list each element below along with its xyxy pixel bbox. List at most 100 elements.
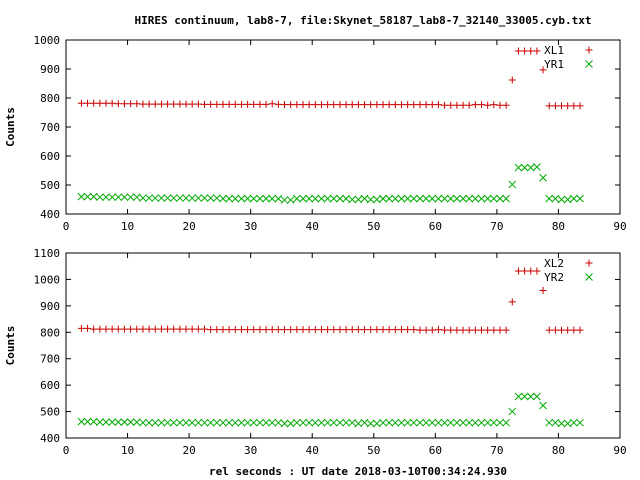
- data-point: [428, 418, 437, 427]
- data-point: [170, 325, 178, 333]
- data-point: [249, 418, 258, 427]
- y-axis-label: Counts: [4, 326, 17, 366]
- data-point: [139, 418, 147, 427]
- data-point: [225, 194, 233, 203]
- x-tick-label: 50: [367, 220, 380, 233]
- data-point: [558, 102, 566, 110]
- data-point: [231, 100, 239, 108]
- data-point: [416, 194, 424, 203]
- data-point: [404, 326, 412, 334]
- data-point: [385, 101, 393, 109]
- data-point: [514, 163, 523, 172]
- data-point: [342, 101, 350, 109]
- data-point: [200, 194, 209, 202]
- data-point: [453, 194, 461, 203]
- data-point: [194, 100, 202, 108]
- data-point: [268, 418, 277, 427]
- data-point: [416, 326, 424, 334]
- data-point: [459, 194, 467, 203]
- data-point: [465, 326, 473, 334]
- x-tick-label: 0: [63, 444, 70, 457]
- data-point: [453, 101, 461, 109]
- data-point: [545, 102, 553, 110]
- data-point: [114, 325, 122, 333]
- data-point: [237, 326, 245, 334]
- data-point: [409, 194, 418, 203]
- data-point: [342, 418, 350, 427]
- x-tick-label: 90: [613, 444, 626, 457]
- data-point: [527, 47, 535, 55]
- data-point: [120, 193, 129, 202]
- data-point: [360, 194, 369, 203]
- data-point: [219, 100, 227, 108]
- data-point: [243, 194, 252, 203]
- data-point: [287, 101, 295, 109]
- data-point: [489, 418, 498, 427]
- data-point: [120, 418, 129, 426]
- x-tick-label: 40: [306, 444, 319, 457]
- data-point: [342, 326, 350, 334]
- data-point: [336, 194, 344, 203]
- data-point: [324, 101, 332, 109]
- data-point: [132, 193, 141, 202]
- data-point: [471, 101, 479, 109]
- data-point: [108, 325, 116, 333]
- data-point: [212, 194, 221, 202]
- data-point: [489, 194, 498, 203]
- data-point: [557, 419, 566, 428]
- data-point: [163, 194, 172, 202]
- data-point: [225, 418, 233, 427]
- data-point: [164, 325, 172, 333]
- data-point: [108, 193, 117, 202]
- data-point: [249, 194, 258, 203]
- data-point: [317, 418, 326, 427]
- data-point: [533, 392, 541, 401]
- data-point: [348, 326, 356, 334]
- series-YR1: [77, 163, 584, 204]
- data-point: [441, 101, 449, 109]
- data-point: [114, 100, 122, 108]
- data-point: [311, 326, 319, 334]
- data-point: [139, 194, 147, 202]
- data-point: [502, 326, 510, 334]
- data-point: [145, 194, 153, 202]
- data-point: [231, 418, 240, 427]
- data-point: [305, 101, 313, 109]
- data-point: [416, 101, 424, 109]
- data-point: [348, 195, 357, 204]
- data-point: [127, 325, 135, 333]
- data-point: [219, 194, 227, 203]
- data-point: [502, 101, 510, 109]
- data-point: [231, 326, 239, 334]
- data-point: [354, 326, 362, 334]
- data-point: [422, 418, 430, 427]
- data-point: [293, 101, 301, 109]
- data-point: [440, 194, 449, 203]
- data-point: [311, 101, 319, 109]
- data-point: [403, 418, 412, 427]
- data-point: [317, 194, 326, 203]
- data-point: [508, 298, 516, 306]
- y-tick-label: 900: [40, 300, 60, 313]
- plot-frame: [65, 39, 621, 215]
- data-point: [514, 267, 522, 275]
- data-point: [151, 194, 160, 202]
- data-point: [90, 99, 98, 107]
- data-point: [299, 418, 307, 427]
- data-point: [243, 418, 252, 427]
- data-point: [342, 194, 350, 203]
- data-point: [471, 418, 480, 427]
- data-point: [237, 418, 246, 427]
- legend-label-YR1: YR1: [544, 58, 564, 71]
- data-point: [545, 418, 554, 427]
- data-point: [133, 325, 141, 333]
- data-point: [428, 194, 437, 203]
- data-point: [496, 101, 504, 109]
- data-point: [379, 194, 387, 203]
- data-point: [274, 100, 282, 108]
- data-point: [96, 193, 104, 202]
- data-point: [182, 325, 190, 333]
- data-point: [281, 326, 289, 334]
- data-point: [120, 325, 128, 333]
- data-point: [311, 194, 320, 203]
